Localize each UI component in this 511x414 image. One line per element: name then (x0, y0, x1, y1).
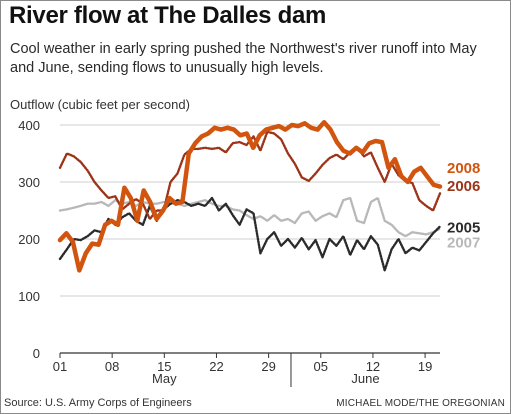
x-tick-label: 15 (157, 359, 171, 374)
y-tick-label: 200 (18, 232, 40, 247)
series-line-2008 (57, 119, 443, 273)
y-tick-label: 0 (33, 346, 40, 361)
series-line-2005 (58, 196, 442, 272)
x-tick-label: 12 (366, 359, 380, 374)
y-tick-label: 100 (18, 289, 40, 304)
chart-subtitle: Cool weather in early spring pushed the … (10, 41, 477, 76)
x-tick-label: 22 (209, 359, 223, 374)
series-label-2008: 2008 (447, 160, 480, 177)
credit-note: MICHAEL MODE/THE OREGONIAN (336, 398, 505, 409)
x-tick-label: 08 (105, 359, 119, 374)
x-tick-label: 01 (53, 359, 67, 374)
series-label-2006: 2006 (447, 178, 480, 195)
source-note: Source: U.S. Army Corps of Engineers (4, 397, 192, 409)
series-line-2007 (58, 196, 442, 238)
x-tick-label: 19 (418, 359, 432, 374)
y-tick-label: 300 (18, 175, 40, 190)
month-label: May (152, 371, 177, 386)
x-tick-label: 29 (261, 359, 275, 374)
x-tick-label: 05 (314, 359, 328, 374)
series-label-2005: 2005 (447, 220, 480, 237)
y-tick-label: 400 (18, 118, 40, 133)
month-label: June (351, 371, 379, 386)
y-axis-label: Outflow (cubic feet per second) (10, 97, 190, 112)
series-label-2007: 2007 (447, 234, 480, 251)
chart-title: River flow at The Dalles dam (9, 2, 327, 29)
